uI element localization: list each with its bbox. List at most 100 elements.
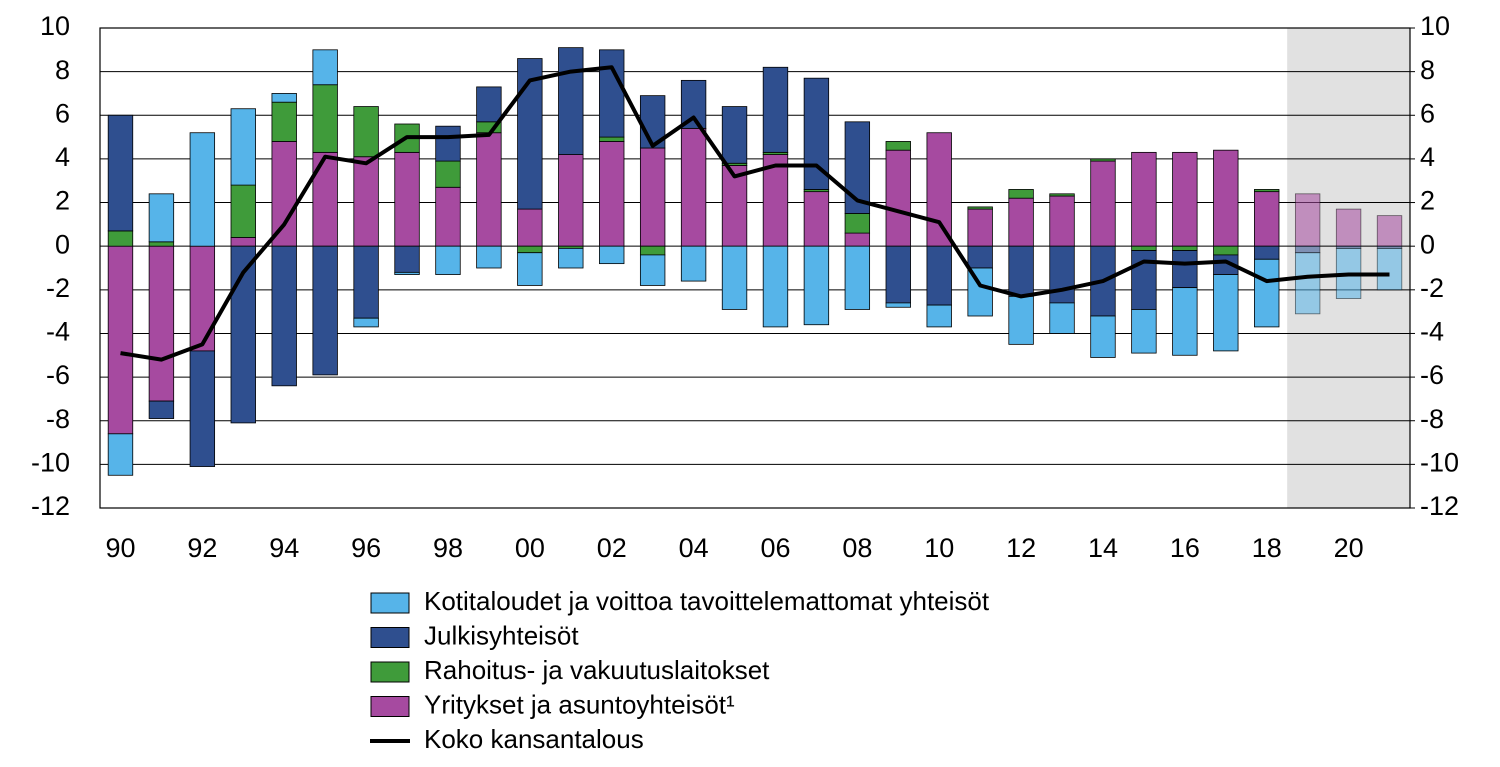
x-tick-label: 94 xyxy=(269,533,299,563)
bar xyxy=(926,132,952,247)
y-tick-label: -12 xyxy=(31,491,70,521)
bar xyxy=(1254,258,1280,328)
bar xyxy=(353,317,379,328)
y2-tick-label: 4 xyxy=(1420,142,1435,172)
legend-swatch xyxy=(370,696,410,717)
y2-tick-label: 8 xyxy=(1420,55,1435,85)
y-tick-label: -4 xyxy=(46,317,70,347)
y-tick-label: 6 xyxy=(55,98,70,128)
bar xyxy=(1008,197,1034,247)
bar xyxy=(1008,189,1034,199)
bar xyxy=(639,147,666,247)
bar xyxy=(394,151,420,247)
x-tick-label: 14 xyxy=(1088,533,1118,563)
legend-swatch xyxy=(370,627,410,648)
y-tick-label: 0 xyxy=(55,229,70,259)
bar xyxy=(967,206,993,210)
bar xyxy=(1090,160,1116,247)
y2-tick-label: 0 xyxy=(1420,229,1435,259)
y2-tick-label: 6 xyxy=(1420,98,1435,128)
bar xyxy=(1294,193,1321,247)
bar xyxy=(1294,245,1321,254)
bar xyxy=(517,252,543,286)
bar xyxy=(803,245,830,326)
x-tick-label: 92 xyxy=(187,533,217,563)
x-tick-label: 12 xyxy=(1006,533,1036,563)
line xyxy=(120,65,1390,362)
bar xyxy=(1254,245,1280,260)
bar xyxy=(517,208,543,247)
bar xyxy=(762,66,789,153)
bar xyxy=(107,230,134,247)
bar xyxy=(148,241,175,247)
bar xyxy=(312,245,338,376)
bar xyxy=(517,58,543,210)
legend-swatch xyxy=(370,661,410,683)
x-tick-label: 04 xyxy=(679,533,709,563)
x-tick-label: 98 xyxy=(433,533,463,563)
bar xyxy=(1131,245,1157,251)
legend-label: Yritykset ja asuntoyhteisöt¹ xyxy=(424,689,735,719)
y-tick-label: -2 xyxy=(46,273,70,303)
bar xyxy=(312,49,338,86)
bar xyxy=(312,84,338,153)
bar xyxy=(107,245,134,435)
bar xyxy=(1090,158,1116,162)
bar xyxy=(844,245,871,310)
bar xyxy=(885,302,911,308)
plot-border xyxy=(99,27,1411,509)
bar xyxy=(721,245,748,310)
y-tick-label: -6 xyxy=(46,360,70,390)
bar xyxy=(271,93,297,103)
bar xyxy=(189,132,216,247)
bar xyxy=(721,106,748,164)
x-tick-label: 18 xyxy=(1252,533,1282,563)
y2-tick-label: -6 xyxy=(1420,360,1444,390)
bar xyxy=(1376,215,1403,247)
bar xyxy=(558,47,584,155)
bar xyxy=(435,245,461,275)
bar xyxy=(1376,247,1403,291)
bar xyxy=(1254,191,1280,247)
bar xyxy=(148,245,175,402)
y2-tick-label: -10 xyxy=(1420,447,1459,477)
y2-tick-label: -12 xyxy=(1420,491,1459,521)
bar xyxy=(599,245,625,265)
x-tick-label: 10 xyxy=(924,533,954,563)
bar xyxy=(680,245,707,282)
bar xyxy=(435,186,461,247)
legend: Kotitaloudet ja voittoa tavoittelemattom… xyxy=(370,586,990,754)
bar xyxy=(271,245,297,387)
bar xyxy=(230,184,256,238)
bar xyxy=(148,400,175,419)
bar xyxy=(967,245,993,269)
bar xyxy=(844,213,871,234)
bar xyxy=(107,114,134,232)
y-tick-label: 8 xyxy=(55,55,70,85)
bar xyxy=(762,245,789,328)
bar xyxy=(599,141,625,247)
bar xyxy=(1213,149,1239,247)
bar xyxy=(1172,245,1198,251)
bar xyxy=(148,193,175,243)
bar xyxy=(1335,208,1362,247)
bar xyxy=(271,101,297,142)
bar xyxy=(1213,274,1239,352)
y-tick-label: -8 xyxy=(46,404,70,434)
bar xyxy=(599,49,625,138)
legend-label: Julkisyhteisöt xyxy=(424,620,579,650)
bar xyxy=(967,208,993,247)
bar xyxy=(189,350,216,467)
bar xyxy=(1294,252,1321,315)
y-tick-label: 2 xyxy=(55,186,70,216)
bar xyxy=(639,245,666,256)
y-tick-label: -10 xyxy=(31,447,70,477)
bar xyxy=(353,106,379,158)
bar xyxy=(885,149,911,247)
bar xyxy=(1049,195,1075,247)
bar xyxy=(1172,287,1198,356)
x-tick-label: 08 xyxy=(842,533,872,563)
x-tick-label: 00 xyxy=(515,533,545,563)
bar xyxy=(885,141,911,151)
